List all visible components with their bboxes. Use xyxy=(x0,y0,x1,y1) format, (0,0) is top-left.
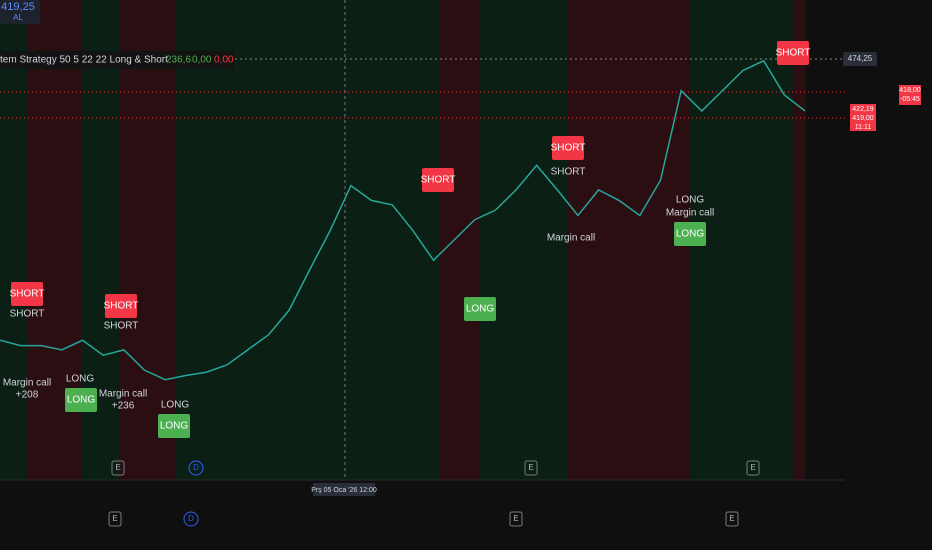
signal-text: LONG xyxy=(676,195,705,206)
current-price: 419,00 xyxy=(852,115,874,122)
legend-bg xyxy=(0,51,234,69)
signal-text: SHORT xyxy=(551,167,586,178)
signal-box xyxy=(65,388,97,412)
last-price-box xyxy=(843,52,877,66)
event-icon-label: E xyxy=(112,514,117,523)
legend-value: 0,00 xyxy=(192,55,212,66)
price-badge-value: 419,25 xyxy=(1,1,35,13)
signal-text: SHORT xyxy=(10,309,45,320)
signal-text: Margin call xyxy=(547,233,595,244)
price-axis xyxy=(845,0,932,550)
time-crosshair-box xyxy=(313,483,375,496)
event-icon-label: E xyxy=(528,463,533,472)
alert-box xyxy=(899,85,921,105)
plot xyxy=(0,59,806,381)
alert-price: 418,00 xyxy=(899,87,921,94)
signal-label: SHORT xyxy=(551,143,586,154)
signal-label: LONG xyxy=(466,304,495,315)
event-icon[interactable] xyxy=(183,511,199,527)
event-icon[interactable] xyxy=(524,460,538,476)
signal-label: LONG xyxy=(160,421,189,432)
signal-text: LONG xyxy=(161,400,190,411)
countdown: 11:11 xyxy=(855,124,872,131)
legend-value: 236,6 xyxy=(166,55,191,66)
signal-text: Margin call xyxy=(99,389,147,400)
signal-label: SHORT xyxy=(10,289,45,300)
event-icon-label: E xyxy=(115,463,120,472)
price-badge-action: AL xyxy=(13,13,23,22)
signal-text: +236 xyxy=(112,401,135,412)
signal-bands xyxy=(0,0,806,480)
signal-text: SHORT xyxy=(104,321,139,332)
event-icon[interactable] xyxy=(188,460,204,476)
event-icon[interactable] xyxy=(746,460,760,476)
event-icon[interactable] xyxy=(108,511,122,527)
signal-text: Margin call xyxy=(3,378,51,389)
event-icon-label: D xyxy=(193,463,199,472)
band xyxy=(0,0,27,480)
event-icon[interactable] xyxy=(509,511,523,527)
signal-box xyxy=(422,168,454,192)
signal-box xyxy=(552,136,584,160)
event-icon-label: E xyxy=(513,514,518,523)
signal-label: SHORT xyxy=(776,48,811,59)
signal-label: SHORT xyxy=(104,301,139,312)
signal-box xyxy=(464,297,496,321)
price-line xyxy=(0,59,806,381)
event-icon-label: E xyxy=(729,514,734,523)
legend-title[interactable]: tem Strategy 50 5 22 22 Long & Short xyxy=(0,55,168,66)
band xyxy=(793,0,806,480)
signal-text: LONG xyxy=(66,374,95,385)
legend-value: 0,00 xyxy=(214,55,234,66)
band xyxy=(120,0,175,480)
event-icon-label: D xyxy=(188,514,194,523)
signal-label: LONG xyxy=(67,395,96,406)
current-high: 422,19 xyxy=(852,106,874,113)
event-icon[interactable] xyxy=(725,511,739,527)
event-icon-label: E xyxy=(750,463,755,472)
event-icon[interactable] xyxy=(111,460,125,476)
signal-box xyxy=(158,414,190,438)
time-crosshair: Prş 05 Oca '26 12:00 xyxy=(311,487,377,494)
signal-box xyxy=(777,41,809,65)
price-badge[interactable] xyxy=(0,0,40,24)
signal-label: SHORT xyxy=(421,175,456,186)
band xyxy=(568,0,690,480)
signal-text: Margin call xyxy=(666,208,714,219)
last-price: 474,25 xyxy=(848,54,873,63)
alert-time: -05:45 xyxy=(900,96,920,103)
band xyxy=(175,0,440,480)
current-box xyxy=(850,104,876,131)
event-icons: E D E E E D E E xyxy=(108,460,760,527)
band xyxy=(480,0,568,480)
signal-text: +208 xyxy=(16,390,39,401)
signal-box xyxy=(11,282,43,306)
signal-label: LONG xyxy=(676,229,705,240)
signal-box xyxy=(674,222,706,246)
band xyxy=(440,0,480,480)
signal-box xyxy=(105,294,137,318)
